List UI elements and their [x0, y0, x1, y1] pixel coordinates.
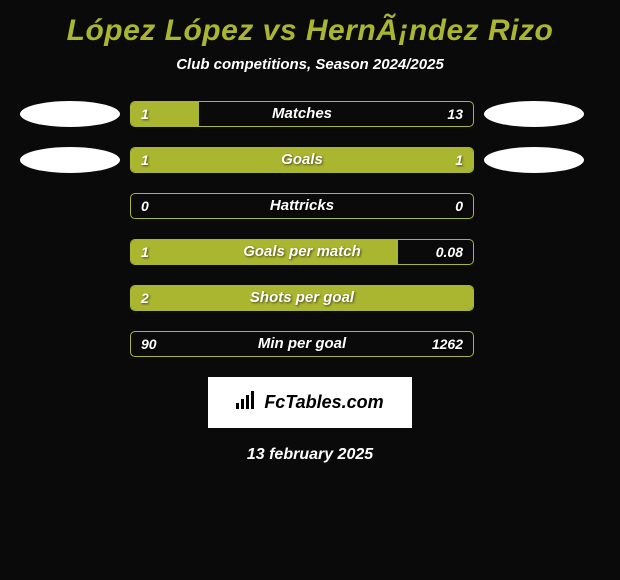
- stat-row: Goals1 1: [10, 147, 610, 173]
- stat-bar: Min per goal90 1262: [130, 331, 474, 357]
- team-logo-left: [10, 147, 130, 173]
- stat-value-left: 1: [141, 240, 149, 264]
- stat-label: Goals: [131, 148, 473, 172]
- stat-value-left: 90: [141, 332, 157, 356]
- stat-bar: Matches1 13: [130, 101, 474, 127]
- stat-label: Goals per match: [131, 240, 473, 264]
- stat-label: Matches: [131, 102, 473, 126]
- stat-value-right: 0: [455, 194, 463, 218]
- stat-value-left: 0: [141, 194, 149, 218]
- footer-date: 13 february 2025: [10, 446, 610, 464]
- page-title: López López vs HernÃ¡ndez Rizo: [10, 0, 610, 56]
- stat-row: Goals per match1 0.08: [10, 239, 610, 265]
- barchart-icon: [236, 391, 258, 414]
- stat-label: Shots per goal: [131, 286, 473, 310]
- stat-value-right: 0.08: [436, 240, 463, 264]
- infographic-container: López López vs HernÃ¡ndez Rizo Club comp…: [0, 0, 620, 464]
- stat-bar: Shots per goal2: [130, 285, 474, 311]
- logo-placeholder: [484, 101, 584, 127]
- stat-value-right: 1262: [432, 332, 463, 356]
- logo-placeholder: [20, 147, 120, 173]
- stat-bar: Goals1 1: [130, 147, 474, 173]
- source-badge-text: FcTables.com: [264, 392, 383, 413]
- stat-bar: Hattricks0 0: [130, 193, 474, 219]
- team-logo-right: [474, 101, 594, 127]
- stat-value-left: 2: [141, 286, 149, 310]
- stat-value-right: 1: [455, 148, 463, 172]
- stat-label: Min per goal: [131, 332, 473, 356]
- stat-value-left: 1: [141, 148, 149, 172]
- logo-placeholder: [20, 101, 120, 127]
- stat-bar: Goals per match1 0.08: [130, 239, 474, 265]
- page-subtitle: Club competitions, Season 2024/2025: [10, 56, 610, 101]
- stat-rows: Matches113Goals11Hattricks00Goals per ma…: [10, 101, 610, 357]
- stat-row: Hattricks0 0: [10, 193, 610, 219]
- stat-value-right: 13: [447, 102, 463, 126]
- footer-badge-wrap: FcTables.com: [10, 377, 610, 428]
- stat-label: Hattricks: [131, 194, 473, 218]
- logo-placeholder: [484, 147, 584, 173]
- source-badge: FcTables.com: [208, 377, 411, 428]
- team-logo-right: [474, 147, 594, 173]
- stat-row: Matches1 13: [10, 101, 610, 127]
- stat-row: Min per goal90 1262: [10, 331, 610, 357]
- team-logo-left: [10, 101, 130, 127]
- stat-value-left: 1: [141, 102, 149, 126]
- stat-row: Shots per goal2: [10, 285, 610, 311]
